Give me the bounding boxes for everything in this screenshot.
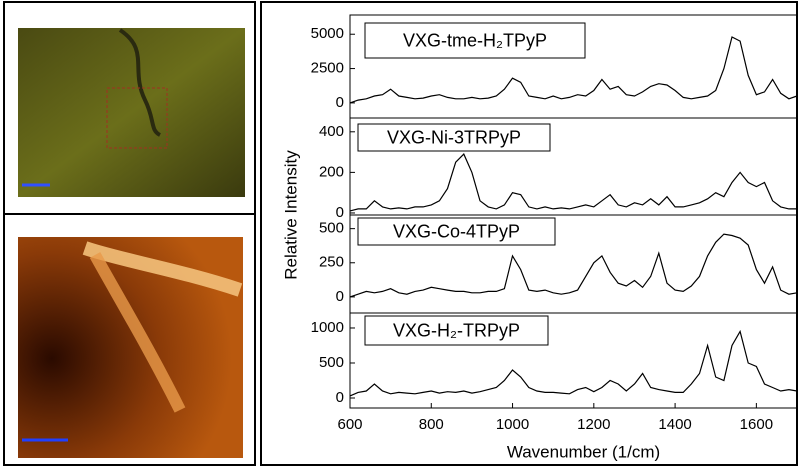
spectrum: [349, 233, 798, 298]
spectrum: [349, 329, 798, 397]
x-tick-label: 1600: [740, 416, 773, 433]
y-tick-label: 0: [336, 204, 344, 221]
y-tick-label: 5000: [311, 25, 344, 42]
legend-label: VXG-Co-4TPyP: [393, 221, 520, 241]
raman-map: [18, 237, 243, 458]
plot-frame: [349, 312, 798, 409]
legend-box: [357, 217, 556, 246]
left-frame: [3, 1, 256, 466]
legend-box: [364, 315, 549, 346]
x-tick-label: 1000: [496, 416, 529, 433]
y-tick-label: 200: [319, 163, 344, 180]
y-tick-label: 400: [319, 123, 344, 140]
y-tick-label: 2500: [311, 60, 344, 77]
y-tick-label: 1000: [311, 319, 344, 336]
legend-label: VXG-H₂-TRPyP: [393, 320, 520, 340]
y-tick-label: 0: [336, 288, 344, 305]
legend-label: VXG-Ni-3TRPyP: [387, 127, 521, 147]
x-tick-label: 600: [337, 416, 362, 433]
legend-label: VXG-tme-H₂TPyP: [403, 30, 547, 50]
x-axis-label: Wavenumber (1/cm): [507, 442, 660, 461]
legend-box: [357, 123, 551, 152]
spectrum: [349, 153, 797, 212]
y-axis-label: Relative Intensity: [281, 150, 300, 280]
micrograph: [18, 28, 245, 197]
y-tick-label: 0: [336, 389, 344, 406]
x-tick-label: 1400: [658, 416, 691, 433]
y-tick-label: 500: [319, 354, 344, 371]
map-feature: [89, 252, 186, 413]
selection-box: [106, 87, 168, 149]
y-tick-label: 500: [319, 220, 344, 237]
map-feature: [82, 241, 243, 297]
legend-box: [364, 22, 586, 59]
spectrum: [349, 36, 798, 104]
y-tick-label: 0: [336, 94, 344, 111]
x-tick-label: 800: [419, 416, 444, 433]
y-tick-label: 250: [319, 254, 344, 271]
x-tick-label: 1200: [577, 416, 610, 433]
fiber: [118, 28, 162, 137]
